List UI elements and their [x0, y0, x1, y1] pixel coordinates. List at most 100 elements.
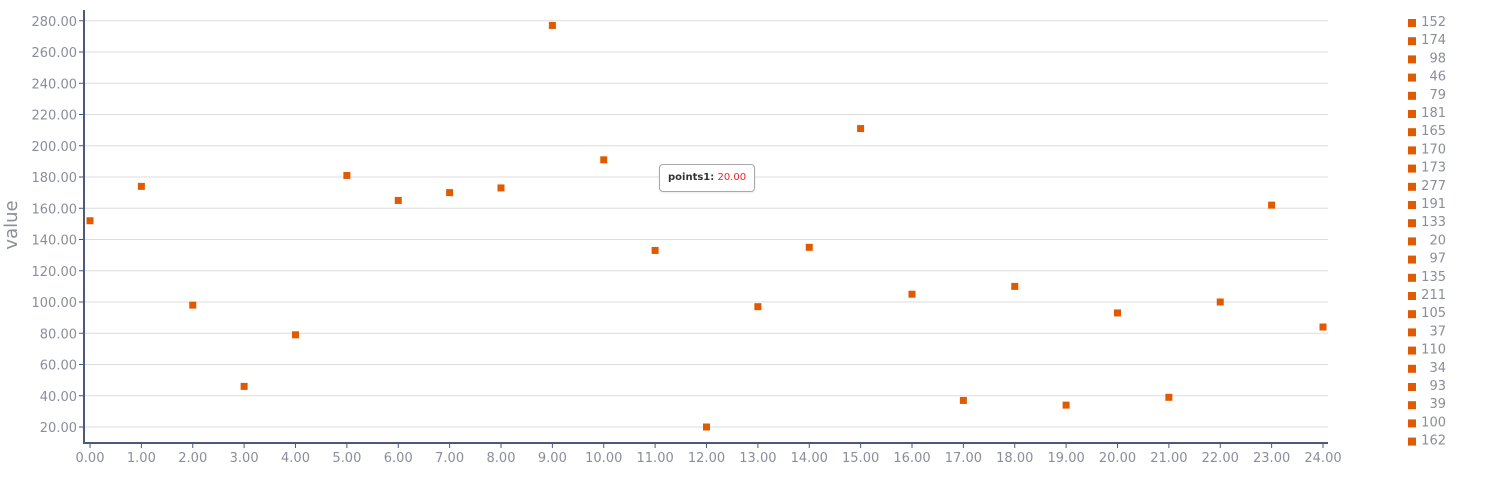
data-point[interactable] [1165, 393, 1173, 401]
data-point[interactable] [1216, 298, 1224, 306]
legend-item[interactable]: 173 [1408, 161, 1446, 176]
legend-swatch [1408, 182, 1416, 191]
x-tick-label: 10.00 [585, 451, 622, 466]
legend-item[interactable]: 181 [1408, 106, 1446, 121]
data-point[interactable] [1114, 309, 1121, 317]
legend-label: 173 [1421, 161, 1446, 176]
legend-label: 174 [1421, 33, 1446, 48]
data-point[interactable] [86, 217, 94, 225]
legend-item[interactable]: 100 [1408, 415, 1446, 430]
legend-swatch [1408, 110, 1416, 118]
legend-item[interactable]: 191 [1408, 197, 1446, 212]
legend-item[interactable]: 110 [1408, 343, 1446, 358]
legend-swatch [1408, 146, 1416, 155]
data-point[interactable] [600, 156, 608, 164]
legend-item[interactable]: 105 [1408, 306, 1446, 321]
legend: 152 174 98 46 79 181 165 170 173 277 191 133 20 97 135… [1408, 15, 1446, 449]
legend-item[interactable]: 39 [1408, 397, 1446, 412]
legend-item[interactable]: 93 [1408, 379, 1446, 394]
legend-item[interactable]: 133 [1408, 215, 1446, 230]
x-tick-label: 24.00 [1304, 451, 1341, 466]
legend-label: 105 [1421, 306, 1446, 321]
x-tick-label: 0.00 [76, 451, 105, 466]
data-point[interactable] [292, 331, 299, 339]
x-tick-label: 12.00 [688, 451, 725, 466]
legend-label: 110 [1421, 343, 1446, 358]
legend-item[interactable]: 211 [1408, 288, 1446, 303]
data-point[interactable] [189, 301, 197, 309]
legend-label: 170 [1421, 142, 1446, 157]
legend-swatch [1408, 237, 1416, 246]
data-point[interactable] [703, 423, 710, 431]
data-point[interactable] [548, 21, 556, 29]
legend-item[interactable]: 97 [1408, 252, 1446, 267]
x-tick-label: 21.00 [1150, 451, 1187, 466]
legend-swatch [1408, 219, 1416, 228]
data-point[interactable] [805, 243, 813, 251]
legend-label: 211 [1421, 288, 1446, 303]
data-point[interactable] [857, 125, 865, 133]
data-point[interactable] [1319, 323, 1327, 331]
data-tooltip: points1: 20.00 [659, 164, 756, 192]
x-tick-label: 7.00 [435, 451, 464, 466]
legend-swatch [1408, 419, 1416, 428]
legend-label: 277 [1421, 179, 1446, 194]
x-tick-label: 1.00 [127, 451, 156, 466]
data-point[interactable] [497, 184, 505, 192]
legend-label: 181 [1421, 106, 1446, 121]
data-point[interactable] [908, 290, 916, 298]
data-point[interactable] [754, 303, 762, 311]
legend-item[interactable]: 79 [1408, 88, 1446, 103]
legend-swatch [1408, 19, 1416, 27]
legend-label: 98 [1429, 51, 1446, 66]
tooltip-series-name: points1: [668, 172, 715, 183]
x-tick-label: 18.00 [996, 451, 1033, 466]
legend-label: 37 [1429, 324, 1446, 339]
legend-item[interactable]: 170 [1408, 142, 1446, 157]
data-point[interactable] [651, 246, 659, 254]
y-tick-label: 260.00 [32, 46, 78, 61]
legend-item[interactable]: 165 [1408, 124, 1446, 139]
legend-swatch [1408, 292, 1416, 300]
legend-swatch [1408, 401, 1416, 410]
y-tick-label: 200.00 [32, 140, 78, 155]
data-point[interactable] [394, 196, 402, 204]
data-point[interactable] [1011, 282, 1019, 290]
legend-swatch [1408, 201, 1416, 209]
legend-label: 165 [1421, 124, 1446, 139]
legend-item[interactable]: 98 [1408, 51, 1446, 66]
y-tick-label: 280.00 [32, 15, 78, 30]
data-point[interactable] [240, 382, 248, 390]
legend-item[interactable]: 37 [1408, 324, 1446, 339]
legend-item[interactable]: 162 [1408, 434, 1446, 449]
x-tick-label: 6.00 [384, 451, 413, 466]
data-point[interactable] [446, 189, 454, 197]
legend-item[interactable]: 20 [1408, 233, 1446, 248]
legend-label: 162 [1421, 434, 1446, 449]
data-point[interactable] [343, 171, 351, 179]
legend-item[interactable]: 135 [1408, 270, 1446, 285]
legend-label: 133 [1421, 215, 1446, 230]
legend-item[interactable]: 34 [1408, 361, 1446, 376]
legend-swatch [1408, 91, 1416, 100]
x-tick-label: 22.00 [1202, 451, 1239, 466]
y-tick-label: 120.00 [32, 265, 78, 280]
x-tick-label: 15.00 [842, 451, 879, 466]
data-point[interactable] [1268, 201, 1276, 209]
y-tick-label: 160.00 [32, 202, 78, 217]
legend-label: 79 [1429, 88, 1446, 103]
x-tick-label: 8.00 [487, 451, 516, 466]
x-tick-label: 9.00 [538, 451, 567, 466]
legend-item[interactable]: 277 [1408, 179, 1446, 194]
x-tick-label: 4.00 [281, 451, 310, 466]
data-point[interactable] [959, 396, 967, 404]
x-tick-label: 5.00 [332, 451, 361, 466]
grid-lines [84, 20, 1328, 428]
legend-label: 100 [1421, 415, 1446, 430]
legend-item[interactable]: 174 [1408, 33, 1446, 48]
data-point[interactable] [137, 182, 145, 190]
legend-item[interactable]: 46 [1408, 70, 1446, 85]
legend-item[interactable]: 152 [1408, 15, 1446, 30]
legend-label: 39 [1429, 397, 1446, 412]
data-point[interactable] [1062, 401, 1070, 409]
